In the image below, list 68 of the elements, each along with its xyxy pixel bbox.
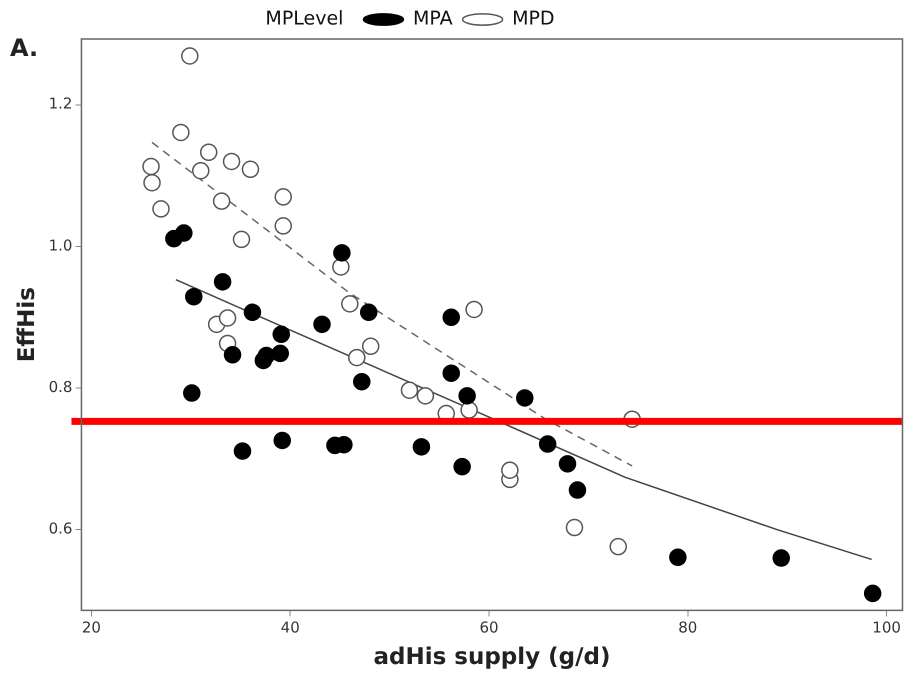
point [183, 384, 201, 402]
point [669, 548, 687, 566]
line-series [151, 142, 633, 467]
point [232, 230, 250, 248]
point [172, 124, 190, 142]
point [214, 273, 232, 291]
x-tick-label: 60 [479, 618, 499, 636]
text: A. [10, 34, 38, 62]
y-tick-label: 0.6 [48, 520, 72, 538]
point [460, 401, 478, 419]
legend-label: MPA [412, 7, 453, 30]
point [200, 144, 218, 162]
point [772, 549, 790, 567]
point [442, 364, 460, 382]
y-axis-title: EffHis [14, 287, 40, 362]
point [274, 188, 292, 206]
point [222, 152, 240, 170]
point [465, 300, 483, 318]
x-tick-label: 40 [280, 618, 300, 636]
point [181, 47, 199, 65]
point [242, 160, 260, 178]
point [348, 348, 366, 366]
point [609, 538, 627, 556]
point [332, 258, 350, 276]
point [442, 308, 460, 326]
point [864, 584, 882, 602]
legend-title: MPLevel [265, 7, 344, 30]
point [360, 304, 378, 322]
point [218, 309, 236, 327]
point [412, 438, 430, 456]
point [152, 200, 170, 218]
point [212, 192, 230, 210]
point [274, 217, 292, 235]
point [234, 442, 252, 460]
point [416, 387, 434, 405]
point [258, 346, 276, 364]
point [273, 432, 291, 450]
y-tick-label: 0.8 [48, 378, 72, 396]
point [568, 481, 586, 499]
point [458, 387, 476, 405]
point [538, 435, 556, 453]
x-tick-label: 20 [82, 618, 101, 636]
point [313, 316, 331, 334]
point [353, 372, 371, 390]
point [333, 244, 351, 262]
point [558, 455, 576, 473]
point [244, 304, 262, 322]
y-tick-label: 1.2 [48, 94, 72, 113]
x-tick-label: 80 [678, 618, 698, 636]
point [501, 461, 519, 479]
legend-label: MPD [512, 7, 555, 30]
point [341, 295, 359, 313]
point [453, 458, 471, 476]
point [272, 344, 290, 362]
point [142, 158, 160, 176]
x-axis-title: adHis supply (g/d) [373, 644, 610, 670]
point [272, 326, 290, 344]
point [143, 174, 161, 192]
point [400, 381, 418, 399]
point [175, 224, 193, 242]
point [362, 338, 380, 356]
point [185, 288, 203, 306]
point [224, 346, 242, 364]
point [192, 162, 210, 180]
point [566, 518, 584, 536]
y-tick-label: 1.0 [48, 236, 72, 254]
x-tick-label: 100 [872, 618, 901, 636]
point [516, 389, 534, 407]
